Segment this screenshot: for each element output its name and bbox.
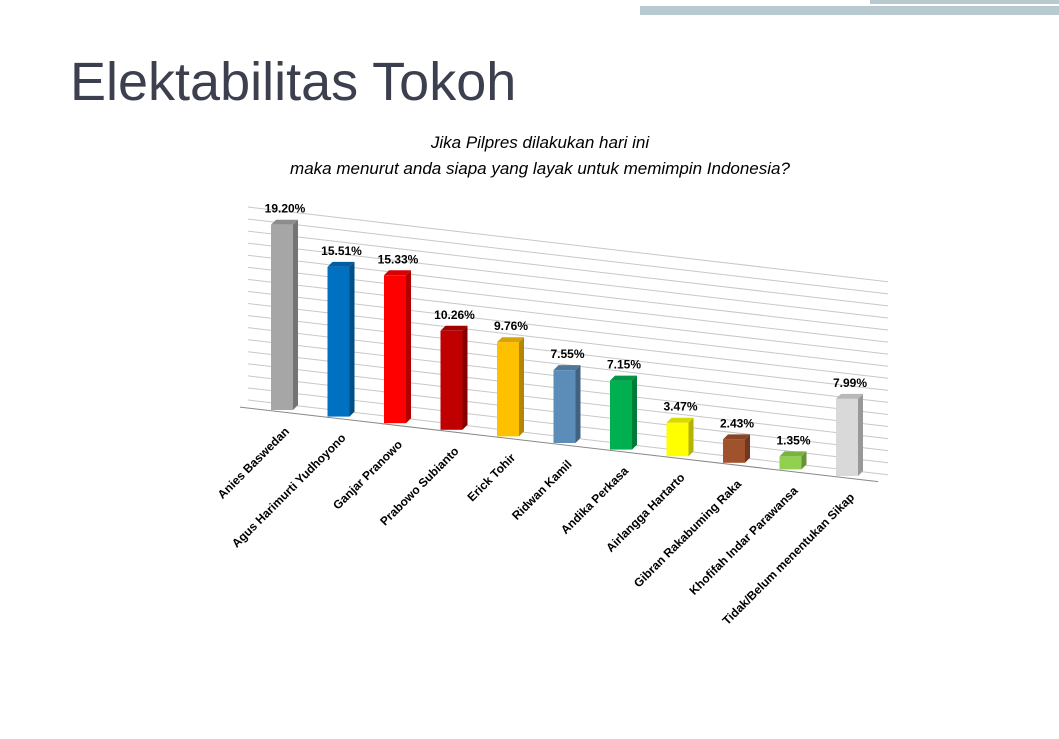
slide-title: Elektabilitas Tokoh [70, 52, 516, 112]
bar-top [440, 325, 468, 331]
bar-side [858, 393, 863, 476]
value-label: 19.20% [265, 202, 306, 216]
bar-top [553, 365, 581, 371]
bar-side [632, 375, 637, 450]
value-label: 9.76% [494, 319, 528, 333]
bar [440, 330, 463, 430]
bar-top [497, 337, 524, 343]
x-tick-label: Ridwan Kamil [509, 457, 575, 523]
grid-line [247, 218, 889, 295]
grid-line [247, 290, 889, 367]
grid-line [247, 303, 889, 379]
bar-top [836, 393, 863, 399]
bar-top [723, 434, 750, 440]
x-tick-label: Gibran Rakabuming Raka [631, 477, 744, 590]
x-tick-label: Agus Harimurti Yudhoyono [229, 431, 349, 551]
bar [666, 422, 689, 457]
value-label: 3.47% [663, 400, 697, 414]
grid-line [247, 278, 889, 355]
grid-line [247, 254, 889, 331]
bar-side [406, 270, 411, 424]
decor-bar [640, 6, 1059, 15]
chart-subtitle: maka menurut anda siapa yang layak untuk… [290, 159, 790, 178]
bar-side [688, 417, 694, 457]
bar [271, 224, 293, 410]
value-label: 15.51% [321, 244, 362, 258]
grid-line [247, 242, 889, 319]
bar [779, 456, 802, 470]
bar-side [293, 219, 298, 410]
x-axis [239, 406, 879, 483]
bar-side [745, 434, 750, 463]
bar [723, 439, 745, 463]
bar-top [271, 219, 298, 225]
grid-line [247, 230, 889, 307]
bar-top [666, 417, 694, 423]
value-label: 15.33% [378, 252, 419, 266]
value-label: 10.26% [434, 308, 475, 322]
bar-side [575, 365, 581, 443]
grid-line [247, 266, 889, 343]
bar [836, 398, 858, 476]
grid-line [247, 315, 889, 391]
bar-top [610, 375, 637, 381]
value-label: 7.15% [607, 358, 641, 372]
bar-side [519, 337, 524, 437]
x-tick-label: Andika Perkasa [558, 464, 631, 537]
x-tick-label: Tidak/Belum menentukan Sikap [720, 490, 858, 628]
value-label: 7.55% [550, 347, 584, 361]
decor-bar [870, 0, 1059, 4]
bar-side [349, 261, 355, 417]
chart-title: Jika Pilpres dilakukan hari ini [430, 133, 650, 152]
value-label: 7.99% [833, 376, 867, 390]
bar-top [779, 451, 807, 457]
bar [384, 275, 406, 424]
bar [610, 380, 632, 450]
bar [327, 266, 350, 417]
grid-line [247, 206, 889, 283]
bar [553, 370, 576, 443]
bar-top [384, 270, 411, 276]
x-tick-label: Khofifah Indar Parawansa [687, 483, 801, 597]
x-tick-label: Erick Tohir [465, 450, 519, 504]
bar-side [462, 325, 468, 430]
value-label: 1.35% [776, 433, 810, 447]
bar-top [327, 261, 355, 267]
bar-side [801, 451, 807, 470]
bar [497, 342, 519, 437]
value-label: 2.43% [720, 416, 754, 430]
grid-line [247, 327, 889, 403]
